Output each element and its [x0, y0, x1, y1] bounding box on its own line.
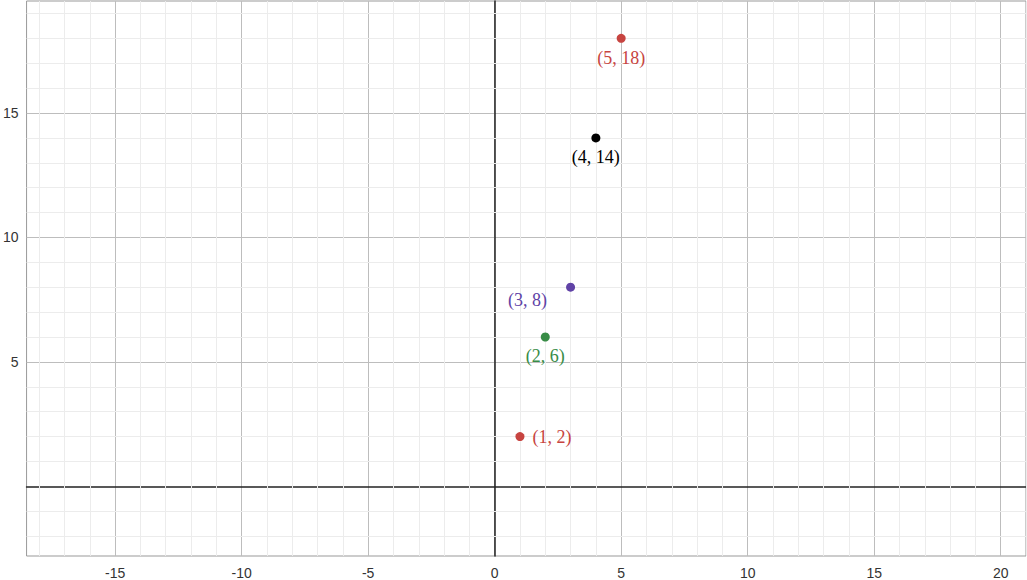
svg-text:(2, 6): (2, 6): [526, 346, 565, 367]
svg-text:-10: -10: [232, 565, 252, 580]
svg-text:5: 5: [11, 354, 19, 370]
svg-text:15: 15: [3, 105, 19, 121]
svg-text:(4, 14): (4, 14): [572, 147, 620, 168]
svg-text:(5, 18): (5, 18): [597, 48, 645, 69]
svg-text:(1, 2): (1, 2): [532, 427, 571, 448]
svg-text:0: 0: [491, 565, 499, 580]
svg-text:15: 15: [866, 565, 882, 580]
svg-text:-15: -15: [105, 565, 125, 580]
svg-text:5: 5: [617, 565, 625, 580]
svg-text:10: 10: [3, 229, 19, 245]
svg-text:20: 20: [993, 565, 1009, 580]
svg-text:10: 10: [740, 565, 756, 580]
svg-text:(3, 8): (3, 8): [508, 290, 547, 311]
svg-text:-5: -5: [362, 565, 375, 580]
